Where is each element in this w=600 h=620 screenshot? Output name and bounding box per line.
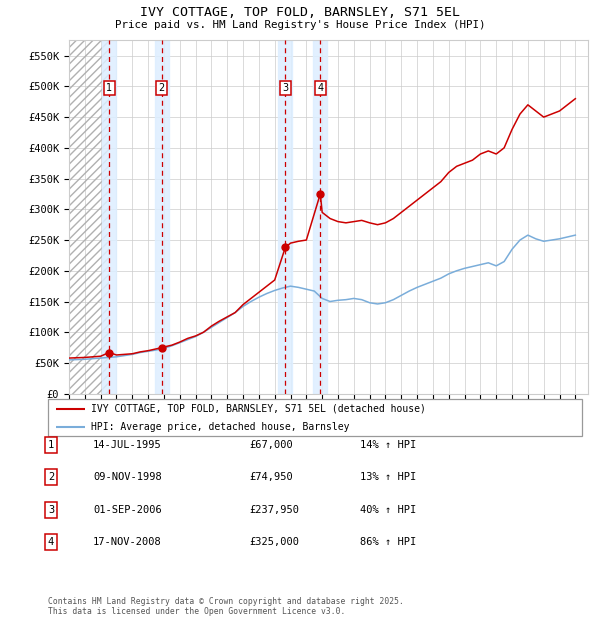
Text: 3: 3: [48, 505, 54, 515]
Text: 3: 3: [282, 83, 289, 93]
Text: £67,000: £67,000: [249, 440, 293, 450]
Text: 1: 1: [48, 440, 54, 450]
Text: 4: 4: [317, 83, 323, 93]
Text: 86% ↑ HPI: 86% ↑ HPI: [360, 537, 416, 547]
Bar: [102, 40, 116, 394]
Bar: [278, 40, 292, 394]
Text: 2: 2: [48, 472, 54, 482]
Text: This data is licensed under the Open Government Licence v3.0.: This data is licensed under the Open Gov…: [48, 607, 346, 616]
Text: 14-JUL-1995: 14-JUL-1995: [93, 440, 162, 450]
Text: Contains HM Land Registry data © Crown copyright and database right 2025.: Contains HM Land Registry data © Crown c…: [48, 597, 404, 606]
Text: 2: 2: [158, 83, 165, 93]
Text: IVY COTTAGE, TOP FOLD, BARNSLEY, S71 5EL (detached house): IVY COTTAGE, TOP FOLD, BARNSLEY, S71 5EL…: [91, 404, 425, 414]
Text: IVY COTTAGE, TOP FOLD, BARNSLEY, S71 5EL: IVY COTTAGE, TOP FOLD, BARNSLEY, S71 5EL: [140, 6, 460, 19]
Text: Price paid vs. HM Land Registry's House Price Index (HPI): Price paid vs. HM Land Registry's House …: [115, 20, 485, 30]
Bar: [69, 40, 109, 394]
Text: 1: 1: [106, 83, 112, 93]
Text: 01-SEP-2006: 01-SEP-2006: [93, 505, 162, 515]
Text: 17-NOV-2008: 17-NOV-2008: [93, 537, 162, 547]
Text: 40% ↑ HPI: 40% ↑ HPI: [360, 505, 416, 515]
Text: £237,950: £237,950: [249, 505, 299, 515]
Text: 13% ↑ HPI: 13% ↑ HPI: [360, 472, 416, 482]
Bar: [155, 40, 169, 394]
Bar: [69, 40, 109, 394]
Text: 4: 4: [48, 537, 54, 547]
Text: HPI: Average price, detached house, Barnsley: HPI: Average price, detached house, Barn…: [91, 422, 349, 432]
Text: 09-NOV-1998: 09-NOV-1998: [93, 472, 162, 482]
Bar: [313, 40, 328, 394]
Text: £325,000: £325,000: [249, 537, 299, 547]
Text: £74,950: £74,950: [249, 472, 293, 482]
Text: 14% ↑ HPI: 14% ↑ HPI: [360, 440, 416, 450]
